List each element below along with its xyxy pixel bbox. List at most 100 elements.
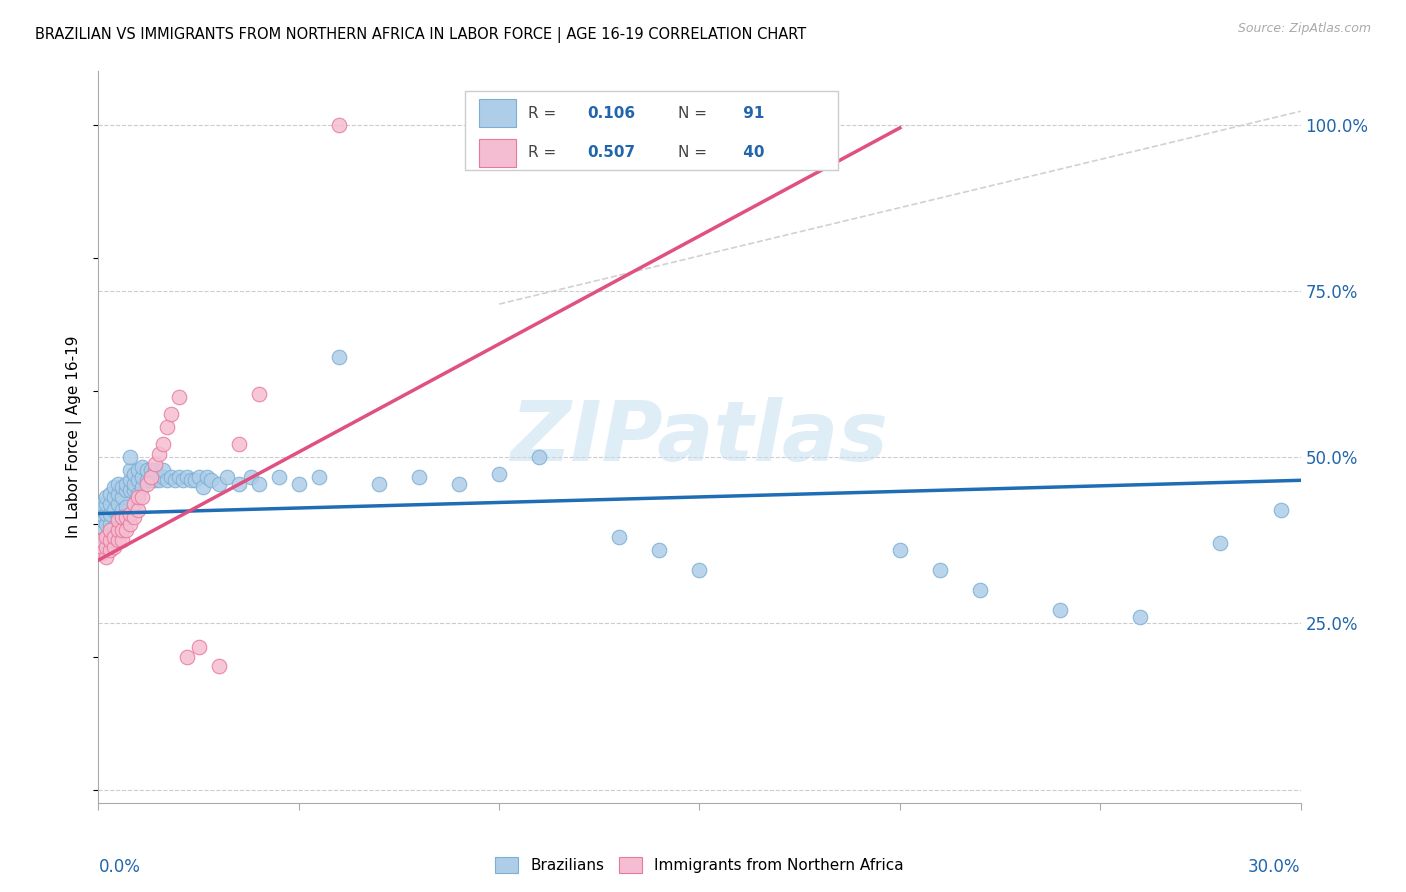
Point [100,486,122,500]
Point [100,497,122,511]
Point [648,543,671,558]
Point [91,533,114,548]
Point [143,457,166,471]
Point [128,490,150,504]
Point [143,463,166,477]
Point [107,513,129,527]
Point [195,470,218,484]
Point [115,509,138,524]
Text: 0.0%: 0.0% [98,858,141,876]
Point [176,649,198,664]
Point [124,509,146,524]
Point [91,520,114,534]
Point [107,533,129,548]
Text: 0.106: 0.106 [588,106,636,120]
Point [928,563,950,577]
Point [111,503,134,517]
Point [191,480,214,494]
Point [267,470,290,484]
Point [131,490,153,504]
Point [107,509,129,524]
Text: Source: ZipAtlas.com: Source: ZipAtlas.com [1237,22,1371,36]
Point [408,470,430,484]
Point [1129,609,1152,624]
Text: R =: R = [527,145,561,161]
Point [124,483,146,498]
Point [131,460,153,475]
Point [120,473,142,487]
Point [135,473,157,487]
Point [111,480,134,494]
Text: R =: R = [527,106,561,120]
Point [96,549,118,564]
Point [139,470,162,484]
Text: ZIPatlas: ZIPatlas [510,397,889,477]
Point [609,530,631,544]
Point [103,520,125,534]
Point [91,513,114,527]
Point [100,516,122,531]
Point [107,497,129,511]
Point [1049,603,1071,617]
Point [247,476,270,491]
Point [328,118,350,132]
Point [328,351,350,365]
Point [111,523,134,537]
Point [103,503,125,517]
Point [148,447,170,461]
Point [96,490,118,504]
Point [187,470,209,484]
Point [103,540,125,554]
Point [152,436,174,450]
Point [529,450,551,464]
Point [124,467,146,481]
Point [167,470,190,484]
Point [100,526,122,541]
Point [368,476,391,491]
Text: BRAZILIAN VS IMMIGRANTS FROM NORTHERN AFRICA IN LABOR FORCE | AGE 16-19 CORRELAT: BRAZILIAN VS IMMIGRANTS FROM NORTHERN AF… [35,27,807,43]
Point [100,543,122,558]
FancyBboxPatch shape [465,91,838,170]
Point [187,640,209,654]
Point [131,470,153,484]
Point [120,450,142,464]
Point [889,543,911,558]
Point [135,463,157,477]
Point [139,463,162,477]
Point [148,473,170,487]
Point [91,546,114,560]
Point [91,507,114,521]
Text: 40: 40 [738,145,765,161]
Point [1270,503,1292,517]
Point [228,436,250,450]
Point [167,390,190,404]
Text: N =: N = [678,145,711,161]
Bar [479,139,516,167]
Point [139,473,162,487]
Point [96,497,118,511]
Point [103,480,125,494]
Point [96,530,118,544]
Point [159,407,181,421]
Point [100,507,122,521]
Text: N =: N = [678,106,711,120]
Point [689,563,711,577]
Text: 30.0%: 30.0% [1249,858,1301,876]
Point [247,387,270,401]
Point [107,520,129,534]
Point [100,523,122,537]
Point [96,507,118,521]
Point [111,513,134,527]
Point [172,473,194,487]
Point [208,476,231,491]
Point [91,540,114,554]
Point [163,473,186,487]
Point [288,476,311,491]
Point [155,420,177,434]
Point [107,486,129,500]
Point [1209,536,1232,550]
Point [120,483,142,498]
Point [91,503,114,517]
Bar [479,99,516,128]
Point [128,486,150,500]
